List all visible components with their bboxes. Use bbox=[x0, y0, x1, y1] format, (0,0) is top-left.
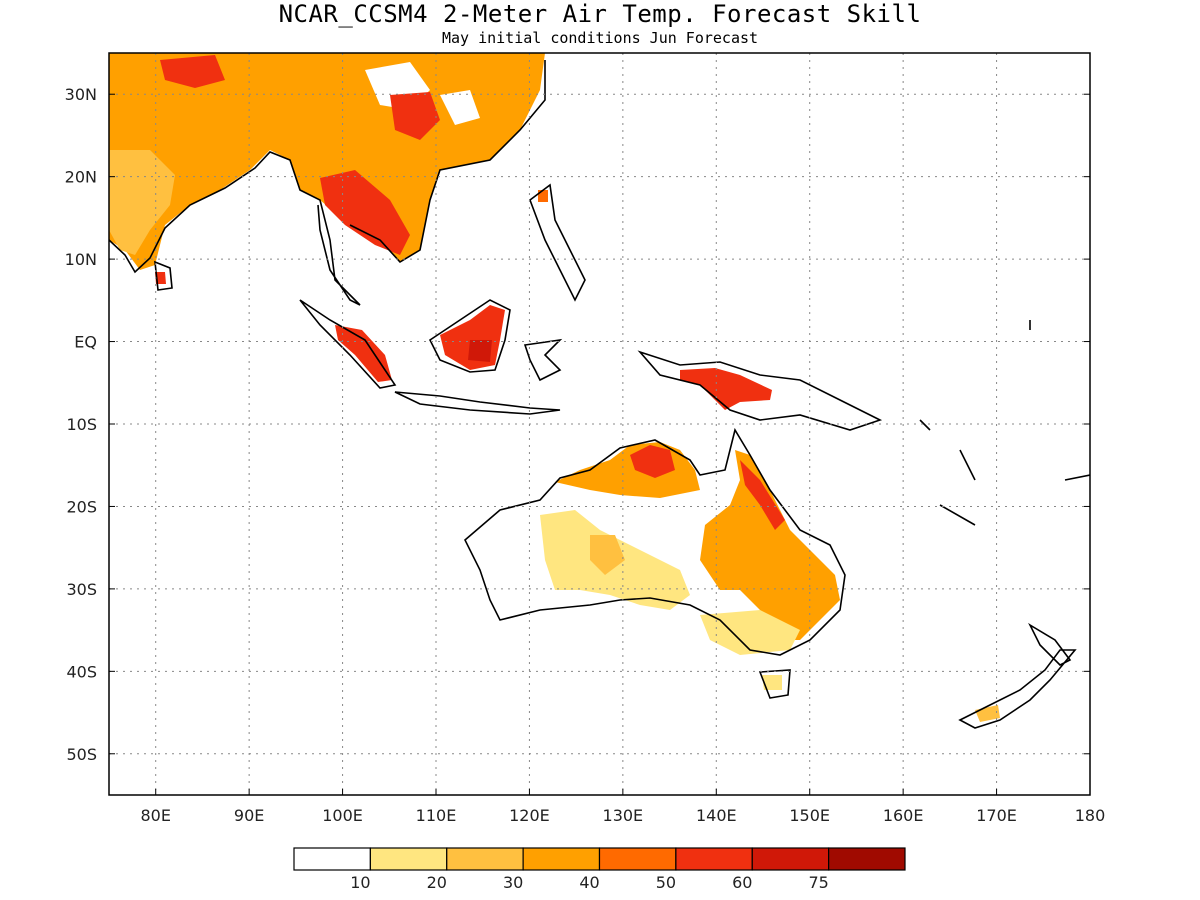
colorbar-label: 50 bbox=[656, 873, 676, 892]
skill-region-queensland bbox=[700, 450, 840, 640]
lat-tick-label: 20S bbox=[66, 497, 97, 516]
skill-region-borneo-dark bbox=[468, 340, 492, 362]
coastline-asia bbox=[109, 60, 546, 306]
skill-region-sumatra bbox=[335, 325, 392, 382]
coastline-tasmania bbox=[758, 669, 791, 699]
lat-tick-label: 10N bbox=[65, 250, 97, 269]
lat-tick-label: 10S bbox=[66, 415, 97, 434]
colorbar: 10 20 30 40 50 60 75 bbox=[293, 847, 906, 892]
colorbar-label: 10 bbox=[350, 873, 370, 892]
colorbar-swatch bbox=[751, 847, 830, 871]
lat-tick-label: 50S bbox=[66, 745, 97, 764]
colorbar-label: 40 bbox=[579, 873, 599, 892]
map-title: NCAR_CCSM4 2-Meter Air Temp. Forecast Sk… bbox=[278, 0, 922, 28]
lon-tick-label: 130E bbox=[603, 806, 644, 825]
skill-shading-layer bbox=[109, 53, 1000, 722]
skill-region-india-light bbox=[109, 150, 175, 255]
lon-tick-label: 120E bbox=[509, 806, 550, 825]
colorbar-label: 60 bbox=[732, 873, 752, 892]
axis-ticks: 80E 90E 100E 110E 120E 130E 140E 150E 160E 170E 18… bbox=[65, 85, 1106, 825]
colorbar-label: 20 bbox=[427, 873, 447, 892]
skill-region-philippines bbox=[538, 190, 548, 202]
skill-region-china-white bbox=[440, 90, 480, 125]
skill-region-top-end-red bbox=[630, 445, 675, 478]
lon-tick-label: 180 bbox=[1075, 806, 1106, 825]
grid-lines bbox=[109, 53, 1090, 795]
skill-region-china-red bbox=[390, 92, 440, 140]
colorbar-label: 75 bbox=[808, 873, 828, 892]
lon-tick-label: 110E bbox=[416, 806, 457, 825]
skill-region-southeast-light bbox=[700, 610, 800, 655]
map-subtitle: May initial conditions Jun Forecast bbox=[441, 29, 759, 47]
coastline-australia bbox=[464, 427, 846, 656]
lon-tick-label: 160E bbox=[883, 806, 924, 825]
coastline-sri-lanka bbox=[154, 260, 173, 291]
colorbar-swatch bbox=[446, 847, 524, 871]
lat-tick-label: 30S bbox=[66, 580, 97, 599]
colorbar-swatch bbox=[369, 847, 448, 871]
colorbar-swatch bbox=[828, 847, 906, 871]
skill-region-north-australia bbox=[555, 442, 700, 498]
coastline-sumatra bbox=[299, 299, 397, 389]
coastline-pacific-islands bbox=[919, 320, 1090, 526]
lon-tick-label: 80E bbox=[140, 806, 170, 825]
skill-region-south-asia bbox=[109, 53, 545, 270]
skill-region-tasmania bbox=[762, 675, 782, 690]
lat-tick-label: 40S bbox=[66, 662, 97, 681]
coastline-borneo bbox=[428, 299, 511, 373]
coastline-philippines bbox=[529, 183, 586, 302]
coastline-layer bbox=[109, 60, 1090, 729]
lon-tick-label: 150E bbox=[789, 806, 830, 825]
coastline-new-guinea bbox=[637, 350, 883, 431]
lon-tick-label: 140E bbox=[696, 806, 737, 825]
lon-tick-label: 90E bbox=[234, 806, 264, 825]
colorbar-swatch bbox=[598, 847, 677, 871]
skill-region-interior-mid bbox=[590, 535, 625, 575]
lon-tick-label: 170E bbox=[976, 806, 1017, 825]
skill-region-indochina-red bbox=[320, 170, 410, 255]
skill-region-queensland-red bbox=[740, 460, 785, 530]
skill-region-tibet-red bbox=[160, 55, 225, 88]
colorbar-swatch bbox=[293, 847, 371, 871]
coastline-new-zealand bbox=[958, 622, 1077, 729]
colorbar-label: 30 bbox=[503, 873, 523, 892]
colorbar-swatch bbox=[675, 847, 753, 871]
coastline-java bbox=[394, 391, 561, 415]
lat-tick-label: EQ bbox=[74, 333, 97, 352]
lat-tick-label: 30N bbox=[65, 85, 97, 104]
lon-tick-label: 100E bbox=[322, 806, 363, 825]
skill-region-new-guinea bbox=[680, 368, 772, 410]
lat-tick-label: 20N bbox=[65, 168, 97, 187]
coastline-sulawesi bbox=[523, 338, 563, 382]
colorbar-swatch bbox=[522, 847, 601, 871]
